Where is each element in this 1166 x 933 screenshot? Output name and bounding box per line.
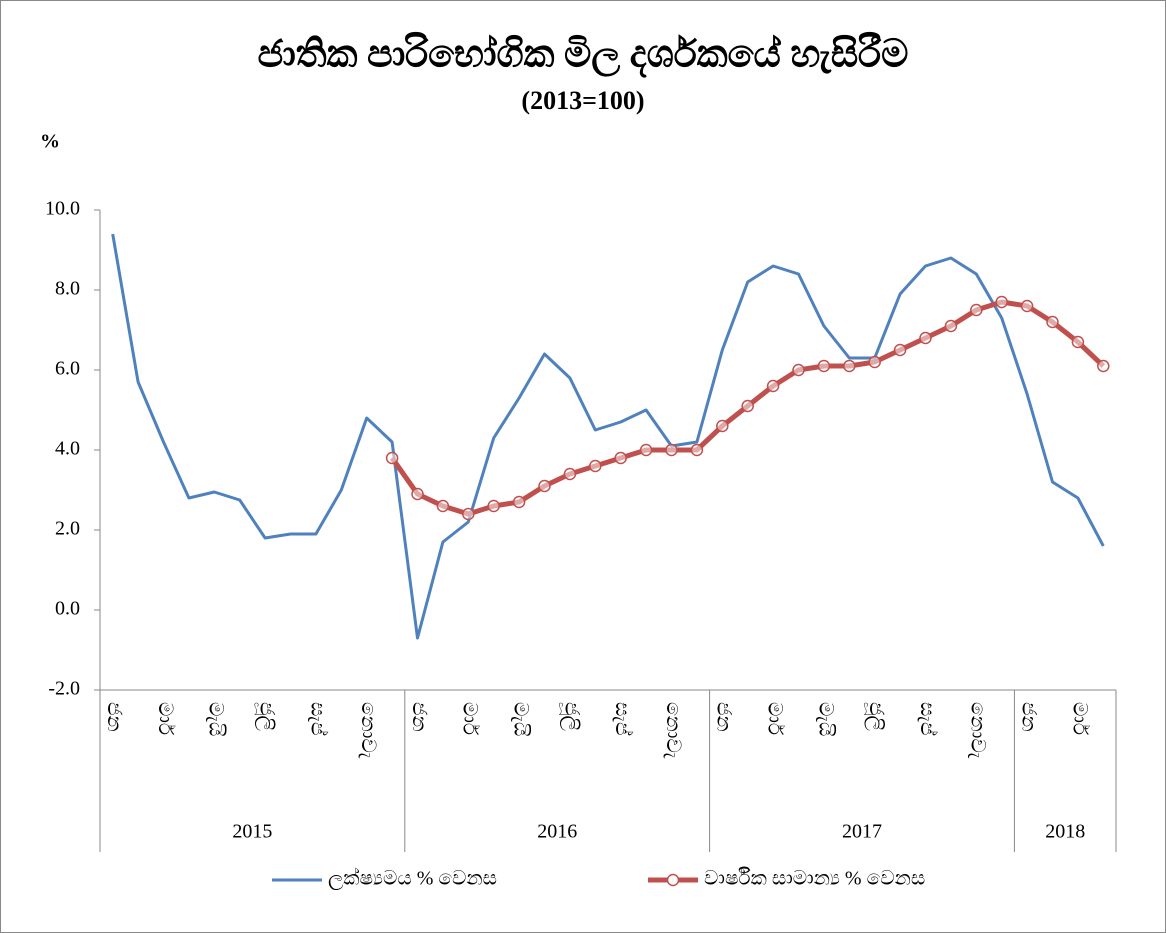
x-tick-label: නොවැ (662, 702, 684, 759)
series-marker (462, 507, 475, 521)
x-tick-label: ජූලි (559, 702, 583, 731)
x-tick-label: මාර් (154, 702, 177, 735)
y-tick-label: 4.0 (55, 438, 80, 460)
x-tick-label: නොවැ (967, 702, 989, 759)
series-marker (1020, 299, 1034, 313)
x-group-label: 2015 (232, 821, 272, 843)
y-tick-label: -2.0 (48, 678, 80, 700)
series-marker (741, 399, 754, 413)
x-tick-label: ජූලි (254, 702, 278, 731)
series-marker (944, 319, 958, 333)
series-marker (1097, 359, 1110, 373)
x-group-label: 2018 (1045, 821, 1085, 843)
series-marker (614, 451, 627, 465)
chart-subtitle: (2013=100) (521, 86, 644, 115)
x-tick-label: සැප් (611, 702, 634, 736)
series-marker (766, 379, 780, 393)
series-marker (868, 355, 881, 369)
series-marker (512, 495, 526, 509)
legend-label: වාර්ෂික සාමාන්‍ය % වෙනස (704, 867, 925, 890)
series-marker (970, 303, 983, 317)
x-tick-label: සැප් (916, 702, 939, 736)
y-axis-label: % (40, 131, 60, 153)
x-tick-label: මැයි (814, 702, 836, 736)
series-marker (385, 451, 399, 465)
x-tick-label: නොවැ (357, 702, 379, 759)
x-tick-label: ජන (408, 702, 430, 732)
series-marker (563, 467, 577, 481)
legend-label: ලක්ෂ්‍යමය % වෙනස (328, 866, 497, 890)
x-tick-label: ජන (713, 702, 735, 732)
series-marker (690, 443, 704, 457)
y-tick-label: 2.0 (55, 518, 80, 540)
series-marker (411, 487, 424, 501)
legend-marker (666, 873, 680, 887)
x-tick-label: මැයි (205, 702, 227, 736)
series-marker (792, 363, 805, 377)
x-tick-label: ජන (1018, 702, 1040, 732)
y-tick-label: 10.0 (45, 198, 80, 220)
series-marker (436, 499, 450, 513)
series-marker (995, 295, 1008, 309)
series-marker (639, 443, 653, 457)
y-tick-label: 0.0 (55, 598, 80, 620)
series-marker (665, 443, 678, 457)
x-tick-label: ජූලි (863, 702, 887, 731)
x-tick-label: සැප් (306, 702, 329, 736)
y-tick-label: 6.0 (55, 358, 80, 380)
series-marker (589, 459, 602, 473)
x-group-label: 2016 (537, 821, 577, 843)
series-marker (919, 331, 932, 345)
series-marker (1046, 315, 1059, 329)
series-marker (817, 359, 831, 373)
x-tick-label: ජන (103, 702, 125, 732)
x-tick-label: මැයි (510, 702, 532, 736)
y-tick-label: 8.0 (55, 278, 80, 300)
series-marker (538, 479, 551, 493)
x-tick-label: මාර් (459, 702, 482, 735)
x-group-label: 2017 (842, 821, 882, 843)
x-tick-label: මාර් (1068, 702, 1091, 735)
series-marker (487, 499, 500, 513)
series-marker (716, 419, 729, 433)
series-marker (843, 359, 856, 373)
chart-title: ජාතික පාරිභෝගික මිල දර්ශකයේ හැසිරීම (258, 32, 909, 78)
x-tick-label: මාර් (764, 702, 787, 735)
series-marker (893, 343, 907, 357)
series-line (111, 233, 1105, 640)
series-marker (1071, 335, 1085, 349)
